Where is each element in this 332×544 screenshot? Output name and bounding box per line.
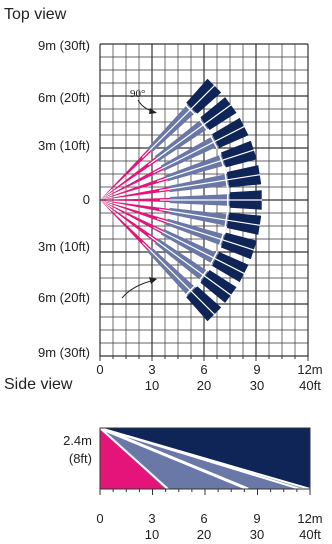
beam-mid-zone [165,154,226,182]
angle-label: 90° [130,88,145,100]
beam-zone-divider [184,284,197,297]
beam-near-zone [100,176,168,200]
beam-split-line [148,234,232,296]
side-x-ft-20: 20 [197,527,211,542]
beam-zone-divider [218,231,225,248]
beam-near-zone [100,200,168,224]
top-x-ft-10: 10 [145,378,159,393]
beam-near-zone [100,197,170,203]
beam-split-line [156,217,255,251]
beam-near-zone [100,166,164,200]
side-x-ft-10: 10 [145,527,159,542]
beam-zone-divider [198,118,209,132]
side-height-m: 2.4m [63,433,92,448]
beam-split-line [142,242,215,315]
beam-zone-divider [209,250,218,266]
beam-zone-divider [224,172,229,188]
top-x-label-6: 6 [200,362,207,377]
angle-arrowhead-top [149,108,157,114]
beam-far-zone [226,212,262,235]
beam-mid-zone [165,218,226,246]
side-view-title: Side view [4,376,73,393]
side-x-ft-40: 40ft [299,527,321,542]
beam-near-zone [100,186,170,200]
beam-near-zone [100,157,158,200]
top-x-ft-20: 20 [197,378,211,393]
angle-arrowhead-bottom [149,277,157,284]
beam-split-line [153,226,245,275]
side-x-ft-30: 30 [250,527,264,542]
beam-near-zone [100,200,151,251]
top-x-ft-30: 30 [250,378,264,393]
top-view-title: Top view [4,6,67,23]
beam-near-zone [100,200,170,214]
beam-zone-divider [224,212,229,228]
beam-zone-divider [184,103,197,116]
side-x-label-12: 12m [297,511,322,526]
beam-split-line [159,208,261,226]
top-x-label-3: 3 [148,362,155,377]
side-x-label-3: 3 [148,511,155,526]
top-x-label-0: 0 [96,362,103,377]
beam-far-zone [221,140,257,168]
top-y-label-5: 6m (20ft) [38,290,90,305]
top-x-ft-40: 40ft [299,378,321,393]
side-view-chart [99,426,311,495]
angle-arrow-bottom [121,279,156,299]
top-y-label-0: 9m (30ft) [38,38,90,53]
side-x-label-0: 0 [96,511,103,526]
top-y-label-2: 3m (10ft) [38,138,90,153]
top-view-beams [100,78,262,322]
beam-mid-zone [168,207,230,227]
top-x-label-9: 9 [253,362,260,377]
beam-split-line [156,149,255,183]
side-gap-line-3 [99,427,169,490]
beam-split-line [142,85,215,158]
side-height-ft: (8ft) [69,451,92,466]
top-y-label-3: 0 [83,192,90,207]
side-axis-ticks [99,489,311,495]
beam-split-line [159,174,261,192]
top-y-label-6: 9m (30ft) [38,345,90,360]
side-gap-line-2 [99,426,249,491]
beam-zone-divider [209,134,218,150]
beam-near-zone [100,200,158,243]
top-y-label-1: 6m (20ft) [38,90,90,105]
side-x-label-6: 6 [200,511,207,526]
top-y-label-4: 3m (10ft) [38,239,90,254]
beam-zone-divider [198,268,209,282]
beam-mid-zone [168,173,230,193]
beam-far-zone [221,232,257,260]
beam-near-zone [100,149,151,200]
beam-near-zone [100,200,164,234]
beam-far-zone [226,165,262,188]
side-x-label-9: 9 [253,511,260,526]
beam-split-line [148,104,232,166]
top-x-label-12: 12m [297,362,322,377]
beam-split-line [153,125,245,174]
beam-zone-divider [218,152,225,169]
